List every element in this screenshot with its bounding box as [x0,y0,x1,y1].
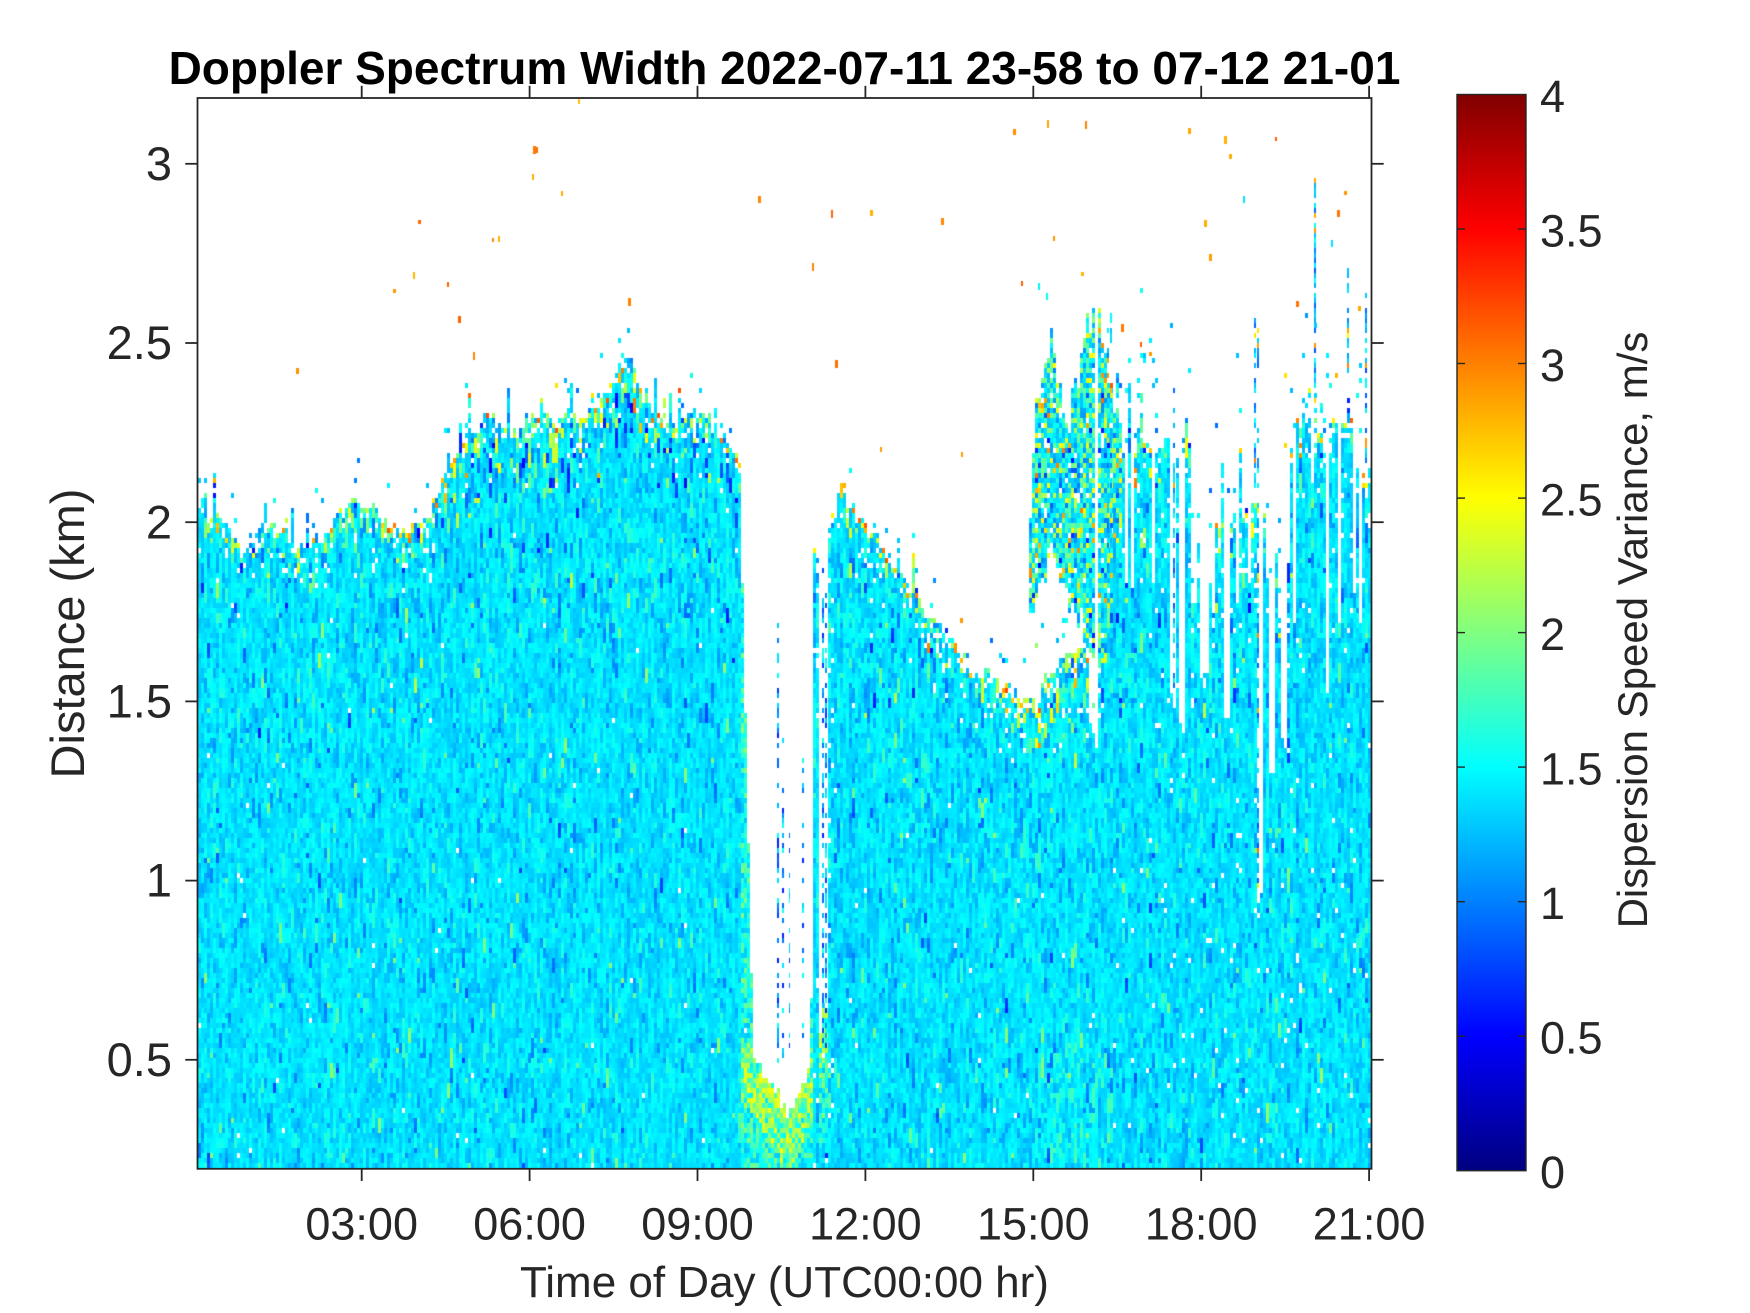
svg-text:1: 1 [1540,878,1565,929]
svg-text:0.5: 0.5 [107,1033,172,1086]
svg-text:03:00: 03:00 [305,1199,418,1250]
svg-text:3: 3 [1540,340,1565,391]
svg-text:3: 3 [146,137,172,190]
svg-text:Doppler Spectrum Width 2022-07: Doppler Spectrum Width 2022-07-11 23-58 … [169,42,1401,94]
svg-text:4: 4 [1540,71,1565,122]
svg-text:12:00: 12:00 [809,1199,922,1250]
svg-text:18:00: 18:00 [1145,1199,1258,1250]
svg-text:2: 2 [146,495,172,548]
svg-text:Dispersion Speed Variance, m/s: Dispersion Speed Variance, m/s [1609,332,1656,929]
svg-text:Time of Day (UTC00:00 hr): Time of Day (UTC00:00 hr) [520,1258,1049,1307]
svg-text:0: 0 [1540,1147,1565,1198]
svg-text:1: 1 [146,854,172,907]
svg-text:09:00: 09:00 [641,1199,754,1250]
svg-text:2.5: 2.5 [107,316,172,369]
svg-text:21:00: 21:00 [1313,1199,1426,1250]
svg-text:15:00: 15:00 [977,1199,1090,1250]
svg-text:1.5: 1.5 [1540,744,1603,795]
svg-text:2.5: 2.5 [1540,475,1603,526]
svg-text:1.5: 1.5 [107,675,172,728]
svg-text:2: 2 [1540,609,1565,660]
svg-text:0.5: 0.5 [1540,1013,1603,1064]
svg-text:06:00: 06:00 [473,1199,586,1250]
svg-text:3.5: 3.5 [1540,206,1603,257]
svg-text:Distance (km): Distance (km) [41,489,94,779]
